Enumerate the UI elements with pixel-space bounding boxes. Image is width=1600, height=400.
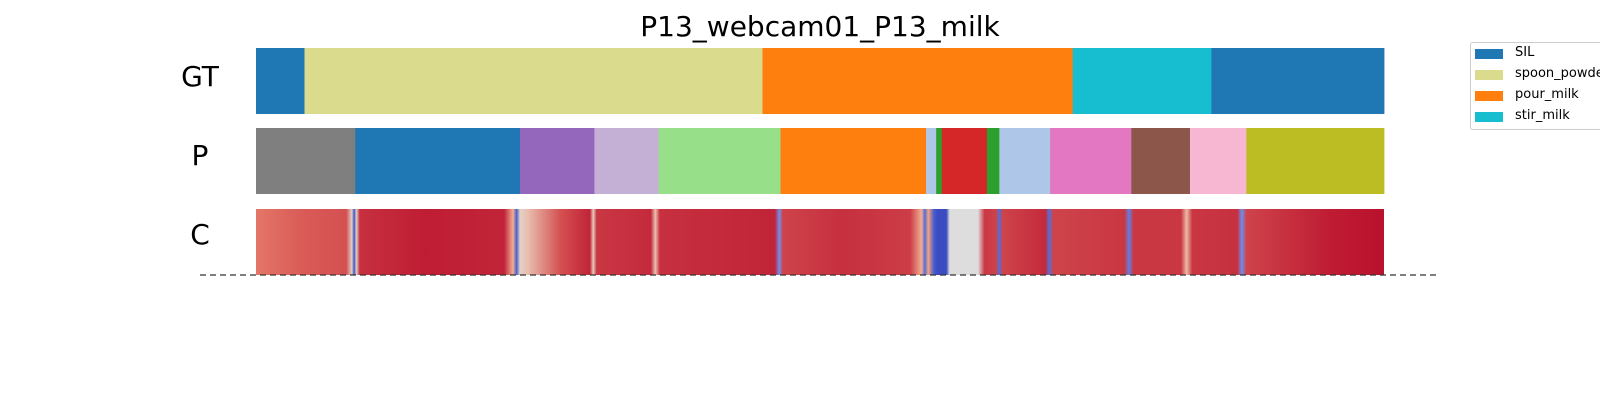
row-label-gt: GT xyxy=(181,60,219,93)
segment-gt-3 xyxy=(1072,48,1212,114)
segment-gt-1 xyxy=(304,48,763,114)
segment-p-7 xyxy=(936,128,943,194)
row-label-confidence: C xyxy=(190,218,210,251)
segment-p-9 xyxy=(986,128,1000,194)
segment-gt-4 xyxy=(1211,48,1385,114)
legend-swatch-pour-milk xyxy=(1475,91,1503,101)
legend-label-stir-milk: stir_milk xyxy=(1515,108,1570,123)
legend-swatch-sil xyxy=(1475,49,1503,59)
segment-p-10 xyxy=(999,128,1051,194)
legend-swatch-spoon-powder xyxy=(1475,70,1503,80)
segment-p-11 xyxy=(1050,128,1132,194)
legend-label-spoon-powder: spoon_powder xyxy=(1515,66,1600,81)
segment-p-3 xyxy=(594,128,660,194)
segment-p-0 xyxy=(256,128,356,194)
segment-p-2 xyxy=(519,128,595,194)
segment-p-4 xyxy=(658,128,781,194)
chart-title: P13_webcam01_P13_milk xyxy=(640,10,1000,43)
segment-p-5 xyxy=(780,128,927,194)
legend-item-pour-milk: pour_milk xyxy=(1471,86,1600,106)
legend-item-stir-milk: stir_milk xyxy=(1471,107,1600,127)
segment-p-13 xyxy=(1189,128,1247,194)
row-label-prediction: P xyxy=(191,139,209,172)
legend: SIL spoon_powder pour_milk stir_milk xyxy=(1470,42,1600,130)
legend-label-sil: SIL xyxy=(1515,45,1535,60)
segment-gt-0 xyxy=(256,48,305,114)
legend-item-sil: SIL xyxy=(1471,44,1600,64)
segment-p-1 xyxy=(355,128,521,194)
legend-item-spoon-powder: spoon_powder xyxy=(1471,65,1600,85)
legend-label-pour-milk: pour_milk xyxy=(1515,87,1579,102)
segment-p-12 xyxy=(1131,128,1191,194)
segment-gt-2 xyxy=(762,48,1074,114)
confidence-strip xyxy=(256,209,1384,275)
segment-p-8 xyxy=(941,128,988,194)
legend-swatch-stir-milk xyxy=(1475,112,1503,122)
segment-p-14 xyxy=(1246,128,1385,194)
segment-p-6 xyxy=(926,128,937,194)
